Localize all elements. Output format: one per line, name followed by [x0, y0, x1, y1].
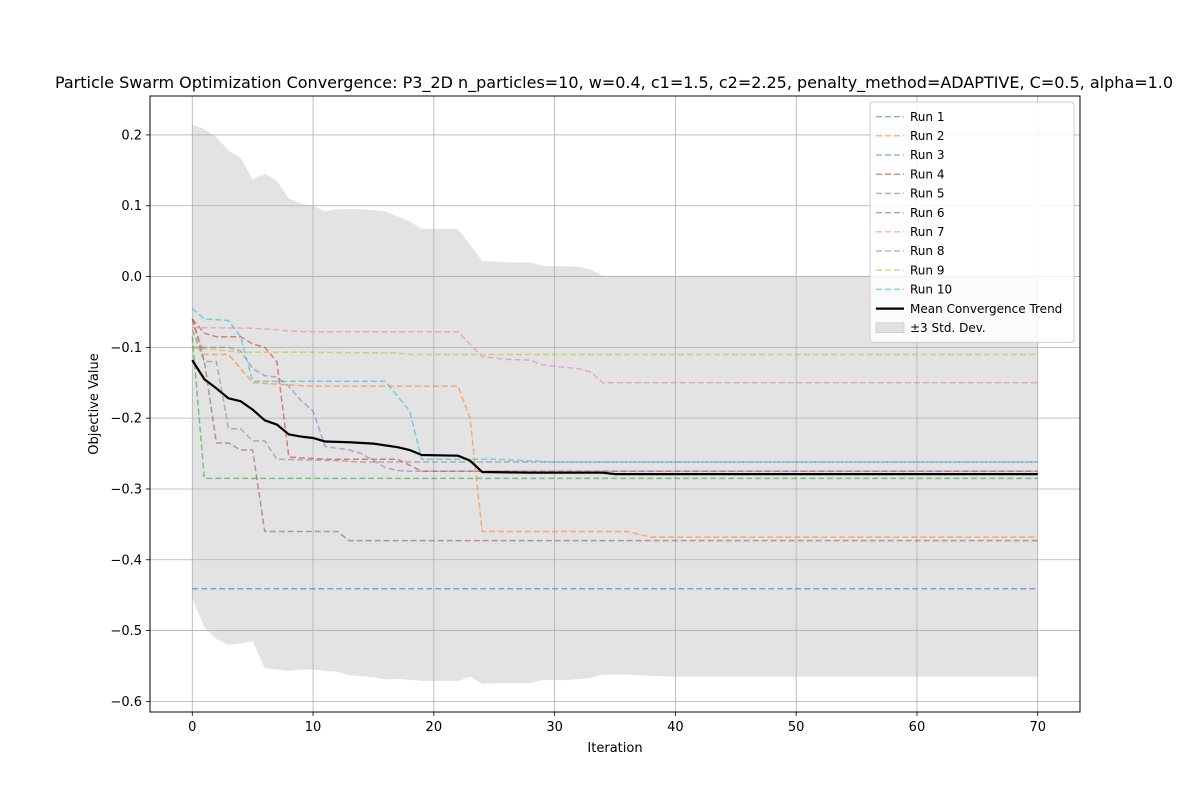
legend-label-run-9: Run 9 [910, 263, 944, 277]
y-tick-label: 0.1 [121, 199, 142, 214]
legend-label-mean-convergence-trend: Mean Convergence Trend [910, 302, 1062, 316]
y-tick-label: −0.4 [110, 553, 142, 568]
chart-title: Particle Swarm Optimization Convergence:… [55, 73, 1173, 93]
legend-label-run-2: Run 2 [910, 129, 944, 143]
std-dev-band-layer [192, 124, 1038, 684]
x-tick-label: 60 [909, 720, 926, 735]
legend-label-run-10: Run 10 [910, 283, 952, 297]
y-tick-label: −0.3 [110, 482, 142, 497]
legend-label-3-std-dev: ±3 Std. Dev. [910, 321, 986, 335]
x-axis-label: Iteration [587, 741, 642, 756]
x-tick-label: 30 [546, 720, 563, 735]
legend-swatch-std-dev [875, 322, 905, 334]
series-line-run-9 [192, 346, 1038, 356]
y-tick-label: −0.5 [110, 624, 142, 639]
series-line-mean-convergence-trend [191, 359, 1038, 476]
x-tick-label: 40 [667, 720, 684, 735]
x-tick-label: 20 [426, 720, 443, 735]
tick-layer: 0 10 20 30 40 50 60 70 −0.6 −0.5 −0.4 −0.3 −0.2 −0.1 0… [110, 128, 1046, 735]
series-line-run-7 [192, 326, 1038, 384]
series-line-run-8 [191, 329, 1038, 463]
x-tick-label: 10 [305, 720, 322, 735]
series-layer [191, 307, 1038, 590]
legend-label-run-7: Run 7 [910, 225, 944, 239]
legend-label-run-1: Run 1 [910, 110, 944, 124]
legend-label-run-6: Run 6 [910, 206, 944, 220]
series-line-run-10 [191, 307, 1038, 463]
std-dev-band [192, 124, 1038, 684]
y-tick-label: −0.6 [110, 695, 142, 710]
y-axis-label: Objective Value [87, 353, 102, 454]
x-tick-label: 0 [188, 720, 196, 735]
series-line-run-2 [191, 318, 1038, 538]
y-tick-label: −0.1 [110, 341, 142, 356]
x-tick-label: 70 [1029, 720, 1046, 735]
series-line-run-5 [192, 346, 1038, 473]
series-line-run-3 [191, 336, 1038, 480]
legend: Run 1 Run 2 Run 3 Run 4 Run 5 Run 6 Run 7 Run 8… [869, 101, 1075, 343]
y-tick-label: −0.2 [110, 412, 142, 427]
legend-box [869, 101, 1075, 343]
legend-label-run-4: Run 4 [910, 167, 944, 181]
legend-label-run-8: Run 8 [910, 244, 944, 258]
axes-frame [149, 95, 1081, 713]
legend-label-run-5: Run 5 [910, 187, 944, 201]
legend-label-run-3: Run 3 [910, 148, 944, 162]
x-tick-label: 50 [788, 720, 805, 735]
series-line-run-4 [191, 318, 1038, 473]
y-tick-label: 0.2 [121, 128, 142, 143]
series-line-run-6 [191, 318, 1038, 542]
y-tick-label: 0.0 [121, 270, 142, 285]
